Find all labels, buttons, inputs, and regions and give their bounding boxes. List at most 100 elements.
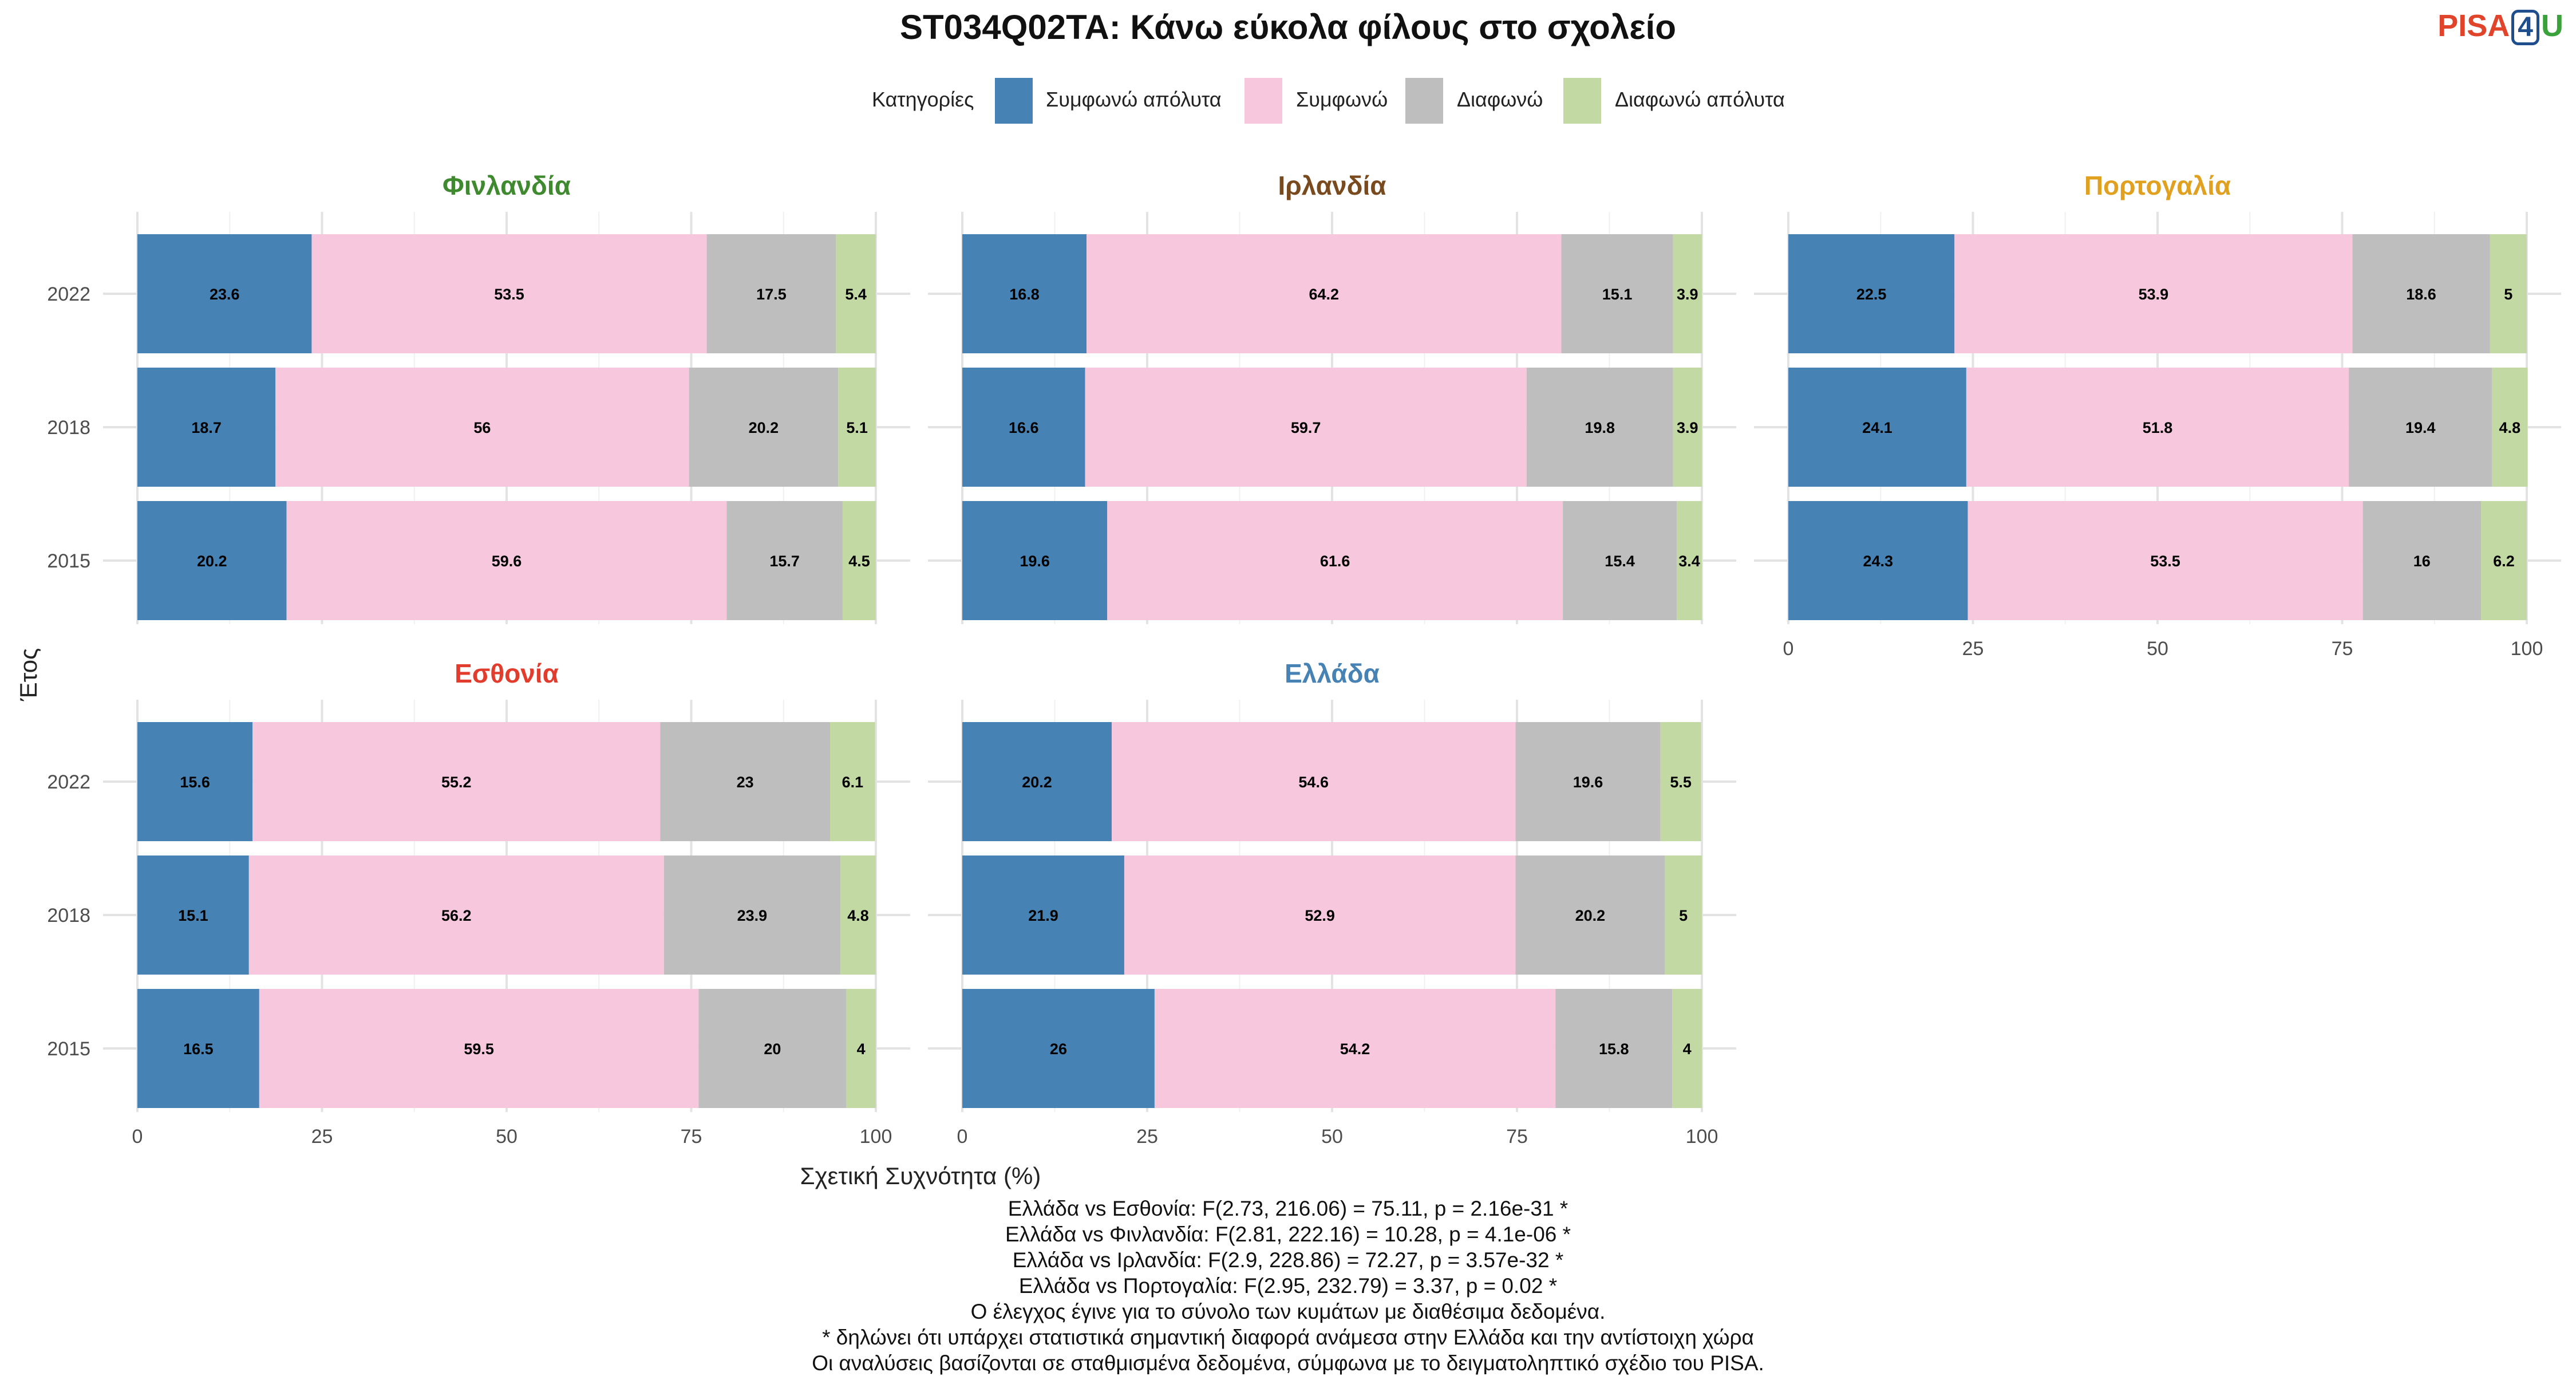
data-label: 5.4 [845,286,867,303]
note-line: Ελλάδα vs Ιρλανδία: F(2.9, 228.86) = 72.… [1012,1248,1564,1272]
bar-segment-strongly-disagree [2492,368,2528,487]
legend-label-disagree: Διαφωνώ [1457,88,1543,111]
data-label: 55.2 [441,774,472,791]
bar-segment-disagree [1563,501,1677,620]
bar-segment-strongly-disagree [2490,234,2527,353]
y-tick-label: 2018 [47,417,90,439]
note-line: Ελλάδα vs Εσθονία: F(2.73, 216.06) = 75.… [1008,1197,1568,1220]
data-label: 56.2 [441,907,472,924]
bar-segment-agree [1954,234,2353,353]
x-tick-label: 25 [311,1126,333,1148]
data-label: 4 [1683,1040,1692,1058]
bar-segment-strongly-disagree [830,722,875,841]
data-label: 3.9 [1677,286,1698,303]
bar-segment-strongly-agree [962,501,1108,620]
data-label: 4.8 [2499,419,2521,436]
data-label: 23 [737,774,754,791]
data-label: 17.5 [756,286,787,303]
y-tick-label: 2022 [47,771,90,793]
bar-segment-disagree [1515,722,1661,841]
data-label: 61.6 [1320,553,1350,570]
data-label: 54.6 [1298,774,1329,791]
data-label: 4.5 [848,553,870,570]
data-label: 15.1 [178,907,208,924]
bar-segment-strongly-agree [137,368,276,487]
x-tick-label: 75 [2332,638,2353,660]
data-label: 15.1 [1602,286,1633,303]
legend: Κατηγορίες Συμφωνώ απόλυτα Συμφωνώ Διαφω… [872,78,1785,124]
data-label: 24.1 [1862,419,1893,436]
facet-panel: Ελλάδα 20.2 54.6 19.6 5.5 21.9 52.9 20.2 5 26 54.2… [928,659,1736,1148]
bar-segment-strongly-disagree [1665,855,1702,975]
data-label: 59.5 [464,1040,494,1058]
bar-segment-strongly-disagree [846,989,876,1108]
bar-segment-strongly-agree [962,722,1112,841]
chart-title: ST034Q02TA: Κάνω εύκολα φίλους στο σχολε… [900,8,1676,46]
panel-title: Εσθονία [455,659,559,688]
data-label: 56 [473,419,491,436]
data-label: 20 [764,1040,781,1058]
facet-panel: Ιρλανδία 16.8 64.2 15.1 3.9 16.6 59.7 19.8 3.9 19… [928,171,1736,624]
bar-segment-agree [1124,855,1516,975]
bar-segment-strongly-agree [962,234,1087,353]
bar-segment-agree [1967,501,2363,620]
x-tick-label: 0 [132,1126,143,1148]
legend-label-strongly-disagree: Διαφωνώ απόλυτα [1615,88,1785,111]
data-label: 4.8 [847,907,869,924]
panel-title: Πορτογαλία [2084,171,2231,200]
bar-segment-disagree [2352,234,2490,353]
note-line: Οι αναλύσεις βασίζονται σε σταθμισμένα δ… [812,1351,1764,1375]
data-label: 53.5 [2150,553,2180,570]
bar-segment-disagree [698,989,847,1108]
bar-segment-agree [1111,722,1516,841]
bar-segment-agree [275,368,689,487]
bar-segment-strongly-disagree [1672,989,1702,1108]
x-tick-label: 0 [957,1126,968,1148]
pisa4u-logo: PISA 4 U [2437,8,2563,45]
note-line: Ελλάδα vs Πορτογαλία: F(2.95, 232.79) = … [1018,1274,1558,1298]
data-label: 5.1 [846,419,868,436]
data-label: 19.6 [1573,774,1603,791]
legend-swatch-strongly-disagree [1563,78,1601,124]
bar-segment-agree [286,501,727,620]
data-label: 20.2 [1022,774,1052,791]
bar-segment-strongly-agree [137,501,287,620]
x-tick-label: 50 [1321,1126,1343,1148]
legend-swatch-disagree [1405,78,1443,124]
x-tick-label: 50 [496,1126,517,1148]
data-label: 3.9 [1677,419,1698,436]
bar-segment-strongly-agree [1788,234,1955,353]
bar-segment-strongly-disagree [842,501,876,620]
bar-segment-strongly-agree [1788,501,1968,620]
data-label: 16.5 [183,1040,214,1058]
data-label: 3.4 [1678,553,1700,570]
bar-segment-agree [1154,989,1556,1108]
bar-segment-strongly-agree [137,855,249,975]
data-label: 53.9 [2139,286,2169,303]
note-line: Ο έλεγχος έγινε για το σύνολο των κυμάτω… [970,1300,1606,1323]
bar-segment-strongly-agree [1788,368,1966,487]
data-label: 16.6 [1009,419,1039,436]
note-line: Ελλάδα vs Φινλανδία: F(2.81, 222.16) = 1… [1005,1223,1571,1246]
bar-segment-agree [259,989,699,1108]
data-label: 26 [1050,1040,1067,1058]
facet-panel: Φινλανδία 23.6 53.5 17.5 5.4 2022 18.7 56 20.2 5.… [47,171,910,624]
bar-segment-agree [248,855,664,975]
facet-panel: Εσθονία 15.6 55.2 23 6.1 2022 15.1 56.2 23.9 4.8 2… [47,659,910,1148]
bar-segment-agree [1085,368,1527,487]
bar-segment-strongly-agree [137,722,253,841]
data-label: 64.2 [1309,286,1340,303]
data-label: 20.2 [749,419,779,436]
legend-swatch-agree [1244,78,1282,124]
bar-segment-agree [252,722,661,841]
bar-segment-agree [311,234,707,353]
statistical-notes: Ελλάδα vs Εσθονία: F(2.73, 216.06) = 75.… [0,1196,2576,1376]
facet-panels: Φινλανδία 23.6 53.5 17.5 5.4 2022 18.7 56 20.2 5.… [47,171,2561,1148]
data-label: 24.3 [1863,553,1893,570]
data-label: 19.8 [1585,419,1615,436]
bar-segment-agree [1086,234,1562,353]
data-label: 5 [2504,286,2512,303]
bar-segment-strongly-agree [137,989,259,1108]
bar-segment-disagree [1555,989,1673,1108]
